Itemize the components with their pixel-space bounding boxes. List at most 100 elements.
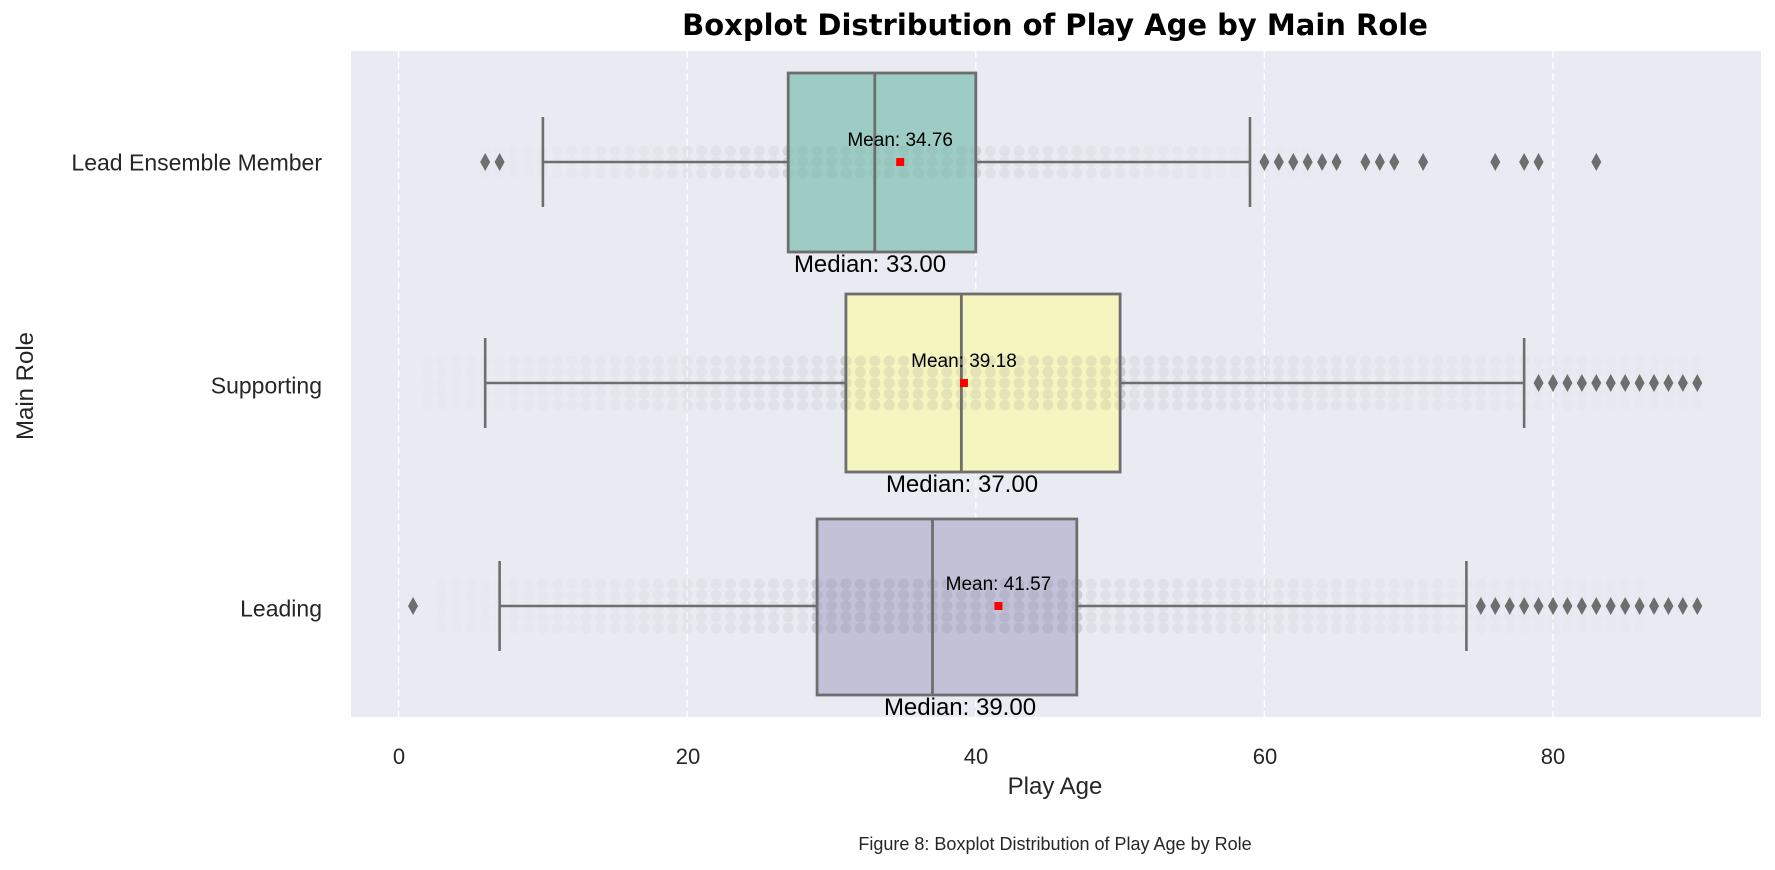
strip-point xyxy=(566,612,577,623)
strip-point xyxy=(1403,366,1415,378)
strip-point xyxy=(494,367,505,378)
strip-point xyxy=(898,622,910,634)
strip-point xyxy=(1028,377,1040,389)
strip-point xyxy=(1374,578,1386,590)
strip-point xyxy=(768,388,780,400)
strip-point xyxy=(1287,399,1299,411)
strip-point xyxy=(984,366,996,378)
strip-point xyxy=(1302,355,1314,367)
strip-point xyxy=(811,611,823,623)
strip-point xyxy=(1562,579,1573,590)
strip-point xyxy=(566,623,577,634)
strip-point xyxy=(710,145,722,157)
strip-point xyxy=(1071,600,1083,612)
strip-point xyxy=(1446,590,1457,601)
outlier-marker xyxy=(1649,374,1660,392)
strip-point xyxy=(941,600,953,612)
strip-point xyxy=(927,167,939,179)
strip-point xyxy=(465,590,476,601)
strip-point xyxy=(1143,167,1155,179)
strip-point xyxy=(1374,622,1386,634)
outlier-marker xyxy=(1591,374,1602,392)
strip-point xyxy=(1258,622,1270,634)
strip-point xyxy=(739,589,751,601)
strip-point xyxy=(1576,623,1587,634)
outlier-marker xyxy=(1288,153,1299,171)
outlier-marker xyxy=(1677,374,1688,392)
strip-point xyxy=(898,578,910,590)
strip-point xyxy=(1215,611,1227,623)
strip-point xyxy=(580,355,592,367)
strip-point xyxy=(854,600,866,612)
strip-point xyxy=(869,600,881,612)
strip-point xyxy=(451,601,462,612)
strip-point xyxy=(537,389,548,400)
strip-point xyxy=(523,146,534,157)
strip-point xyxy=(1186,589,1198,601)
iqr-box xyxy=(815,517,1079,697)
strip-point xyxy=(927,355,939,367)
strip-point xyxy=(1403,589,1415,601)
strip-point xyxy=(667,355,679,367)
strip-point xyxy=(1085,377,1097,389)
strip-point xyxy=(638,399,650,411)
strip-point xyxy=(1071,611,1083,623)
strip-point xyxy=(422,378,433,389)
strip-point xyxy=(1172,388,1184,400)
strip-point xyxy=(724,388,736,400)
strip-point xyxy=(941,622,953,634)
strip-point xyxy=(941,366,953,378)
strip-point xyxy=(955,600,967,612)
strip-point xyxy=(1258,355,1270,367)
strip-point xyxy=(797,366,809,378)
strip-point xyxy=(912,156,924,168)
strip-point xyxy=(1114,167,1126,179)
outlier-marker xyxy=(480,153,491,171)
strip-point xyxy=(1446,623,1457,634)
strip-point xyxy=(955,611,967,623)
strip-point xyxy=(566,389,577,400)
strip-point xyxy=(1432,579,1443,590)
strip-point xyxy=(1114,388,1126,400)
strip-point xyxy=(1028,399,1040,411)
strip-point xyxy=(480,590,491,601)
strip-point xyxy=(1157,167,1169,179)
strip-point xyxy=(1172,622,1184,634)
strip-point xyxy=(1359,611,1371,623)
strip-point xyxy=(840,377,852,389)
strip-point xyxy=(768,578,780,590)
strip-point xyxy=(422,400,433,411)
strip-point xyxy=(1591,400,1602,411)
strip-point xyxy=(1345,622,1357,634)
outlier-marker xyxy=(1273,153,1284,171)
strip-point xyxy=(436,579,447,590)
strip-point xyxy=(552,612,563,623)
strip-point xyxy=(1028,355,1040,367)
strip-point xyxy=(1432,366,1444,378)
strip-point xyxy=(1143,589,1155,601)
strip-point xyxy=(1388,611,1400,623)
strip-point xyxy=(753,611,765,623)
strip-point xyxy=(1042,578,1054,590)
strip-point xyxy=(1504,579,1515,590)
strip-point xyxy=(840,167,852,179)
strip-point xyxy=(451,623,462,634)
strip-point xyxy=(1475,579,1486,590)
strip-point xyxy=(1157,589,1169,601)
strip-point xyxy=(566,168,577,179)
strip-point xyxy=(753,622,765,634)
strip-point xyxy=(1591,356,1602,367)
strip-point xyxy=(941,145,953,157)
strip-point xyxy=(1258,578,1270,590)
strip-point xyxy=(1273,578,1285,590)
outlier-marker xyxy=(1302,153,1313,171)
strip-point xyxy=(1287,355,1299,367)
strip-point xyxy=(739,611,751,623)
strip-point xyxy=(681,388,693,400)
strip-point xyxy=(854,366,866,378)
strip-point xyxy=(1432,355,1444,367)
strip-point xyxy=(1417,622,1429,634)
strip-point xyxy=(1345,388,1357,400)
strip-point xyxy=(436,367,447,378)
